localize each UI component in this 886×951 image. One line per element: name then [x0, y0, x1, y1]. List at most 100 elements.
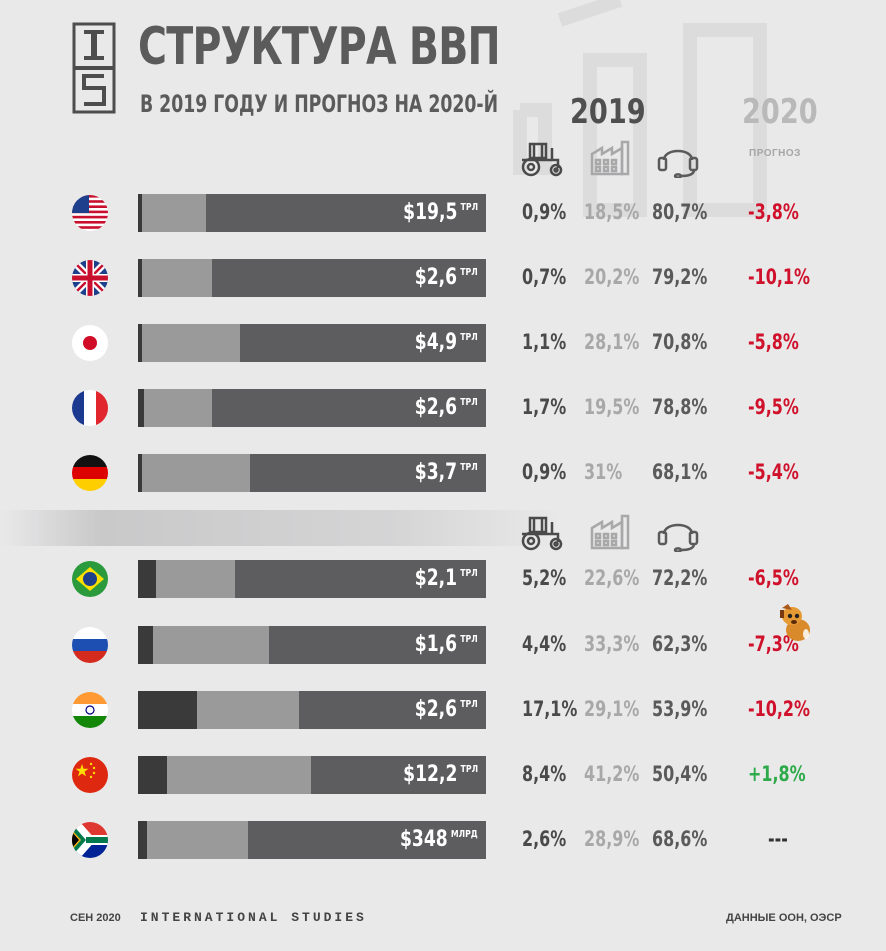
industry-share-label: 20,2%: [584, 265, 640, 289]
tractor-icon: [518, 512, 566, 552]
industry-segment: [147, 821, 248, 859]
services-share-label: 78,8%: [652, 395, 708, 419]
gdp-value-label: $19,5 ТРЛ: [403, 201, 478, 225]
industry-share-label: 31%: [584, 460, 623, 484]
gdp-value-label: $12,2 ТРЛ: [403, 763, 478, 787]
russia-flag: [72, 627, 108, 663]
footer-date: СЕН 2020: [70, 912, 121, 924]
agriculture-segment: [138, 324, 142, 362]
forecast-2020-label: -10,2%: [748, 697, 810, 721]
germany-flag: [72, 455, 108, 491]
gdp-unit: МЛРД: [451, 829, 478, 840]
agriculture-share-label: 0,9%: [522, 200, 567, 224]
gdp-amount: $19,5: [403, 200, 458, 225]
group-separator: [0, 510, 560, 546]
india-flag: [72, 692, 108, 728]
factory-icon: [586, 512, 634, 552]
gdp-unit: ТРЛ: [460, 568, 478, 579]
gdp-amount: $348: [400, 827, 448, 852]
south-africa-flag: [72, 822, 108, 858]
page-title: СТРУКТУРА ВВП: [138, 17, 501, 77]
dog-sticker-icon: [780, 604, 810, 641]
agriculture-segment: [138, 560, 157, 598]
gdp-bar: $2,6 ТРЛ: [138, 389, 486, 427]
industry-segment: [142, 324, 240, 362]
services-share-label: 70,8%: [652, 330, 708, 354]
agriculture-segment: [138, 389, 144, 427]
agriculture-segment: [138, 756, 168, 794]
industry-share-label: 28,9%: [584, 827, 640, 851]
gdp-unit: ТРЛ: [460, 699, 478, 710]
services-share-label: 80,7%: [652, 200, 708, 224]
gdp-amount: $3,7: [415, 460, 458, 485]
services-share-label: 53,9%: [652, 697, 708, 721]
china-flag: [72, 757, 108, 793]
industry-share-label: 33,3%: [584, 632, 640, 656]
gdp-amount: $1,6: [415, 632, 458, 657]
gdp-value-label: $348 МЛРД: [400, 828, 478, 852]
gdp-bar: $2,6 ТРЛ: [138, 259, 486, 297]
agriculture-segment: [138, 259, 142, 297]
industry-segment: [153, 626, 270, 664]
gdp-bar: $3,7 ТРЛ: [138, 454, 486, 492]
forecast-2020-label: -5,4%: [748, 460, 799, 484]
gdp-bar: $19,5 ТРЛ: [138, 194, 486, 232]
agriculture-segment: [138, 821, 148, 859]
gdp-unit: ТРЛ: [460, 397, 478, 408]
gdp-bar: $348 МЛРД: [138, 821, 486, 859]
agriculture-share-label: 1,1%: [522, 330, 567, 354]
forecast-2020-label: -6,5%: [748, 566, 799, 590]
france-flag: [72, 390, 108, 426]
agriculture-segment: [138, 194, 142, 232]
industry-share-label: 18,5%: [584, 200, 640, 224]
gdp-unit: ТРЛ: [460, 764, 478, 775]
footer-brand: INTERNATIONAL STUDIES: [140, 910, 367, 925]
agriculture-share-label: 1,7%: [522, 395, 567, 419]
forecast-label: ПРОГНОЗ: [749, 148, 801, 159]
industry-segment: [156, 560, 235, 598]
brazil-flag: [72, 561, 108, 597]
forecast-2020-label: -5,8%: [748, 330, 799, 354]
services-share-label: 79,2%: [652, 265, 708, 289]
footer-source: ДАННЫЕ ООН, ОЭСР: [726, 912, 842, 924]
gdp-value-label: $2,6 ТРЛ: [415, 396, 478, 420]
agriculture-segment: [138, 691, 198, 729]
gdp-bar: $2,6 ТРЛ: [138, 691, 486, 729]
services-share-label: 68,6%: [652, 827, 708, 851]
industry-segment: [142, 454, 250, 492]
gdp-value-label: $2,6 ТРЛ: [415, 266, 478, 290]
gdp-unit: ТРЛ: [460, 634, 478, 645]
gdp-amount: $12,2: [403, 762, 458, 787]
agriculture-share-label: 17,1%: [522, 697, 578, 721]
tractor-icon: [518, 138, 566, 178]
gdp-unit: ТРЛ: [460, 332, 478, 343]
headset-icon: [654, 138, 702, 179]
gdp-amount: $4,9: [415, 330, 458, 355]
year-2020-heading: 2020: [742, 92, 818, 132]
forecast-2020-label: -10,1%: [748, 265, 810, 289]
forecast-2020-label: +1,8%: [748, 762, 806, 786]
industry-segment: [142, 194, 207, 232]
industry-share-label: 29,1%: [584, 697, 640, 721]
gdp-value-label: $4,9 ТРЛ: [415, 331, 478, 355]
industry-share-label: 22,6%: [584, 566, 640, 590]
agriculture-share-label: 0,9%: [522, 460, 567, 484]
agriculture-share-label: 0,7%: [522, 265, 567, 289]
year-2019-heading: 2019: [570, 92, 646, 132]
gdp-unit: ТРЛ: [460, 202, 478, 213]
services-share-label: 68,1%: [652, 460, 708, 484]
headset-icon: [654, 512, 702, 553]
agriculture-segment: [138, 454, 142, 492]
services-share-label: 72,2%: [652, 566, 708, 590]
page-subtitle: В 2019 ГОДУ И ПРОГНОЗ НА 2020-Й: [140, 90, 499, 118]
japan-flag: [72, 325, 108, 361]
forecast-2020-label: -9,5%: [748, 395, 799, 419]
gdp-amount: $2,6: [415, 697, 458, 722]
international-studies-logo: [72, 22, 116, 114]
forecast-2020-label: ---: [768, 827, 788, 851]
gdp-value-label: $1,6 ТРЛ: [415, 633, 478, 657]
factory-icon: [586, 138, 634, 178]
industry-segment: [143, 389, 212, 427]
gdp-value-label: $2,6 ТРЛ: [415, 698, 478, 722]
services-share-label: 50,4%: [652, 762, 708, 786]
